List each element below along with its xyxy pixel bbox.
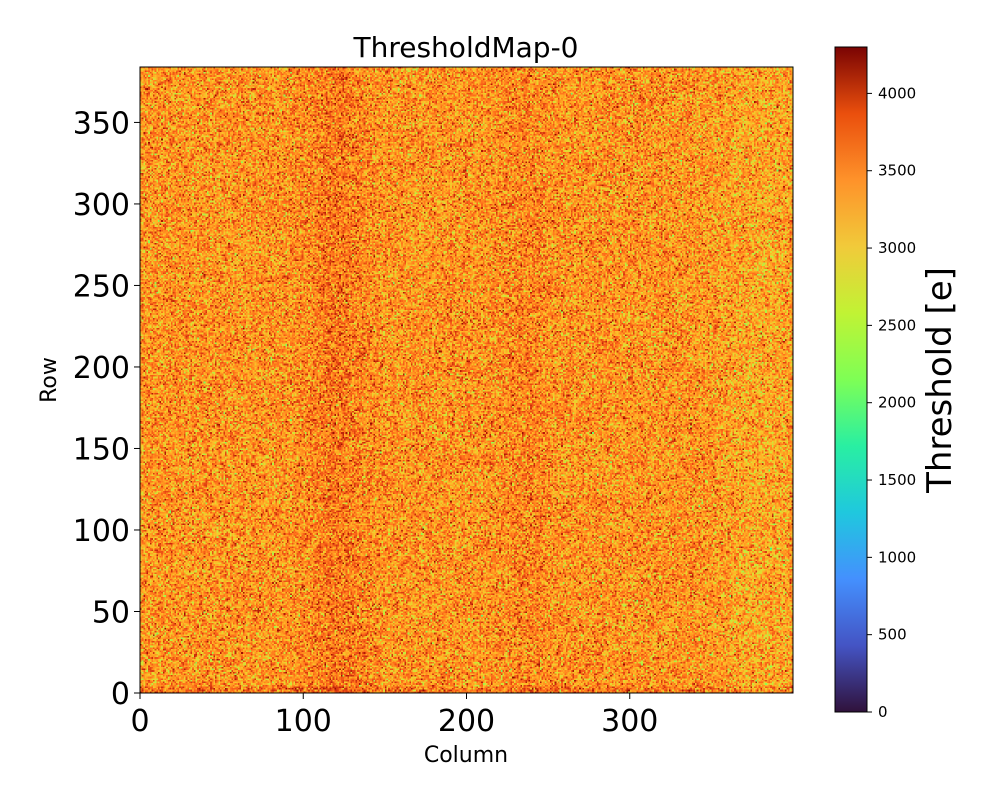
x-tick-label: 0	[130, 704, 149, 739]
colorbar-ticks: 0 500 1000 1500 2000 2500 3000 3500 4000	[867, 84, 916, 721]
colorbar-label: Threshold [e]	[920, 267, 960, 494]
y-tick-label: 0	[111, 677, 130, 712]
x-tick-label: 100	[275, 704, 332, 739]
colorbar-tick-label: 2000	[878, 394, 916, 412]
colorbar-tick-label: 3000	[878, 239, 916, 257]
colorbar-tick-label: 0	[878, 703, 888, 721]
y-tick-label: 250	[73, 269, 130, 304]
y-tick-label: 150	[73, 432, 130, 467]
y-tick-label: 50	[92, 595, 130, 630]
y-tick-label: 200	[73, 351, 130, 386]
colorbar-bar	[834, 46, 868, 713]
colorbar-tick-label: 500	[878, 626, 907, 644]
colorbar: 0 500 1000 1500 2000 2500 3000 3500 4000 Thresho…	[834, 46, 960, 721]
x-axis-label: Column	[424, 743, 508, 768]
colorbar-tick-label: 4000	[878, 84, 916, 102]
y-axis-label: Row	[37, 357, 62, 403]
y-axis-ticks: 0 50 100 150 200 250 300 350	[73, 106, 140, 712]
x-axis-ticks: 0 100 200 300	[130, 693, 658, 739]
colorbar-tick-label: 2500	[878, 316, 916, 334]
heatmap-image	[140, 67, 793, 693]
heatmap-area	[139, 66, 794, 694]
y-tick-label: 300	[73, 188, 130, 223]
colorbar-tick-label: 1000	[878, 548, 916, 566]
y-tick-label: 350	[73, 106, 130, 141]
x-tick-label: 300	[601, 704, 658, 739]
y-tick-label: 100	[73, 514, 130, 549]
x-tick-label: 200	[438, 704, 495, 739]
colorbar-tick-label: 1500	[878, 471, 916, 489]
chart-title: ThresholdMap-0	[353, 31, 579, 64]
colorbar-tick-label: 3500	[878, 162, 916, 180]
